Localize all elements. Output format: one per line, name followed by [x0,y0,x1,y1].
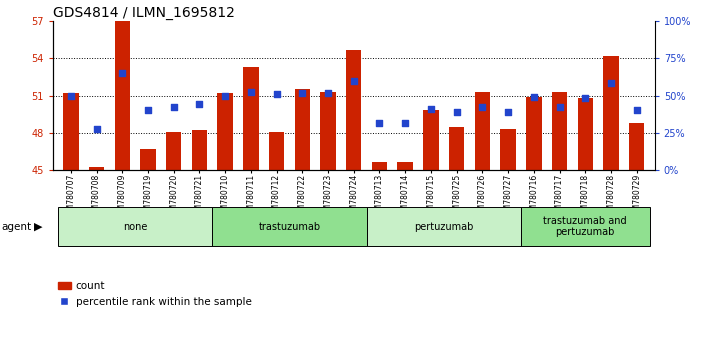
Point [168,104,180,110]
Point [220,93,231,98]
Text: ▶: ▶ [34,222,42,232]
Point [503,109,514,115]
Bar [398,162,413,170]
Point [425,107,436,112]
Bar [552,92,567,170]
Bar [191,130,207,170]
FancyBboxPatch shape [213,207,367,246]
Text: pertuzumab: pertuzumab [414,222,474,232]
Bar [474,92,490,170]
Point [554,104,565,110]
Point [528,94,539,100]
Bar [423,110,439,170]
Point [631,108,642,113]
Bar [320,92,336,170]
Point [142,108,153,113]
Text: trastuzumab: trastuzumab [258,222,320,232]
Text: trastuzumab and
pertuzumab: trastuzumab and pertuzumab [543,216,627,238]
Point [374,120,385,126]
Point [477,104,488,110]
Text: GDS4814 / ILMN_1695812: GDS4814 / ILMN_1695812 [53,6,234,20]
Point [194,102,205,107]
Bar [243,67,258,170]
Bar [346,50,361,170]
Bar [501,129,516,170]
Point [322,90,334,96]
Point [451,109,463,115]
Bar [166,132,182,170]
Point [271,92,282,97]
Point [91,126,102,132]
Bar [449,127,465,170]
FancyBboxPatch shape [367,207,521,246]
Point [65,93,77,98]
Bar [63,93,79,170]
Point [296,90,308,96]
Bar [115,21,130,170]
Bar [218,93,233,170]
Bar [577,98,593,170]
Legend: count, percentile rank within the sample: count, percentile rank within the sample [58,281,251,307]
Bar [629,123,644,170]
Point [348,78,359,84]
FancyBboxPatch shape [521,207,650,246]
FancyBboxPatch shape [58,207,213,246]
Point [245,89,256,95]
Point [605,80,617,86]
Point [579,95,591,101]
Bar [603,56,619,170]
Bar [89,167,104,170]
Bar [526,97,541,170]
Text: agent: agent [1,222,32,232]
Text: none: none [123,222,147,232]
Bar [140,149,156,170]
Bar [269,132,284,170]
Bar [372,162,387,170]
Point [400,120,411,126]
Bar [294,90,310,170]
Point [117,70,128,76]
